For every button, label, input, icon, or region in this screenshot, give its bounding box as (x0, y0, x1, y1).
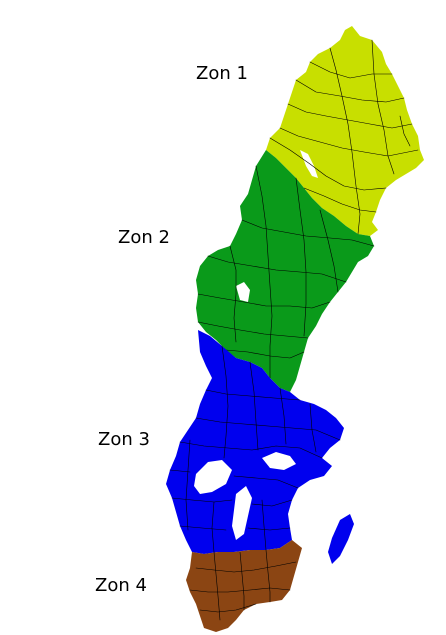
zone-1-region (266, 26, 424, 236)
zone-4-label: Zon 4 (95, 575, 147, 596)
zone-4-region (186, 540, 302, 632)
zone-3-region (166, 330, 354, 564)
zone-1-area (266, 26, 424, 236)
zone-3-island (328, 514, 354, 564)
zone-3-area (166, 330, 344, 554)
zone-2-region (196, 150, 375, 392)
zone-2-label: Zon 2 (118, 227, 170, 248)
zone-3-label: Zon 3 (98, 429, 150, 450)
zone-1-label: Zon 1 (196, 63, 248, 84)
